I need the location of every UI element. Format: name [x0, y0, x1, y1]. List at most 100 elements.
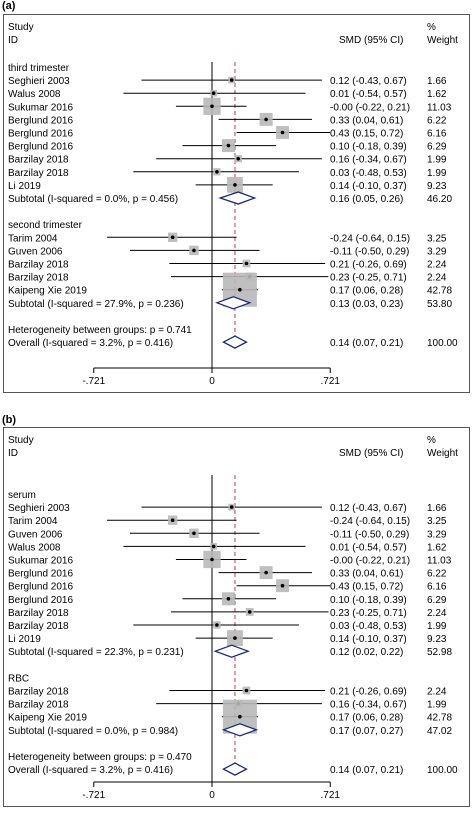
panel-label: (b)	[2, 414, 16, 426]
study-label: Barzilay 2018	[8, 621, 69, 632]
study-weight: 1.62	[427, 542, 447, 553]
study-label: Kaipeng Xie 2019	[8, 713, 87, 724]
study-weight: 2.24	[427, 608, 447, 619]
study-ci: 0.43 (0.15, 0.72)	[330, 582, 403, 593]
forest-panel-b: (b) Study ID SMD (95% CI)% Weight serum Seghie…	[2, 414, 470, 807]
study-ci: 0.12 (-0.43, 0.67)	[330, 503, 407, 514]
study-weight: 1.66	[427, 76, 447, 87]
forest-panel-a: (a) Study ID SMD (95% CI)% Weight third trime…	[2, 0, 470, 393]
study-label: Berglund 2016	[8, 142, 73, 153]
study-point-estimate	[170, 235, 175, 240]
heterogeneity-label: Heterogeneity between groups: p = 0.470	[8, 752, 192, 763]
study-ci: 0.16 (-0.34, 0.67)	[330, 155, 407, 166]
subtotal-ci: 0.12 (0.02, 0.22)	[330, 647, 403, 658]
subtotal-weight: 47.02	[427, 726, 452, 737]
study-label: Li 2019	[8, 181, 41, 192]
header-percent: %	[427, 435, 436, 446]
study-ci: 0.01 (-0.54, 0.57)	[330, 89, 407, 100]
subtotal-weight: 52.98	[427, 647, 452, 658]
study-ci: 0.43 (0.15, 0.72)	[330, 129, 403, 140]
x-axis-tick-label: 0	[209, 790, 215, 801]
study-weight: 1.99	[427, 155, 447, 166]
study-label: Sukumar 2016	[8, 556, 73, 567]
study-weight: 6.29	[427, 142, 447, 153]
study-ci: 0.03 (-0.48, 0.53)	[330, 168, 407, 179]
subtotal-diamond	[215, 296, 252, 310]
study-weight: 3.29	[427, 529, 447, 540]
group-label: serum	[8, 490, 36, 501]
x-axis-tick-label: 0	[209, 376, 215, 387]
x-axis-tick-label: .721	[321, 790, 341, 801]
subtotal-diamond	[213, 644, 250, 658]
study-label: Berglund 2016	[8, 129, 73, 140]
study-label: Guven 2006	[8, 529, 63, 540]
study-weight: 6.16	[427, 582, 447, 593]
study-point-estimate	[247, 610, 252, 614]
study-ci: -0.00 (-0.22, 0.21)	[330, 556, 410, 567]
study-point-estimate	[192, 248, 196, 253]
overall-weight: 100.00	[427, 338, 458, 349]
x-axis-tick-label: -.721	[82, 790, 105, 801]
overall-weight: 100.00	[427, 765, 458, 776]
study-label: Tarim 2004	[8, 516, 58, 527]
study-weight: 42.78	[427, 713, 452, 724]
study-weight: 2.24	[427, 687, 447, 698]
subtotal-ci: 0.17 (0.07, 0.27)	[330, 726, 403, 737]
study-point-estimate	[215, 623, 219, 627]
study-label: Li 2019	[8, 634, 41, 645]
study-ci: -0.11 (-0.50, 0.29)	[330, 246, 409, 257]
study-ci: 0.10 (-0.18, 0.39)	[330, 595, 407, 606]
study-point-estimate	[244, 261, 249, 266]
study-weight: 2.24	[427, 273, 447, 284]
subtotal-label: Subtotal (I-squared = 0.0%, p = 0.456)	[8, 194, 178, 205]
study-weight: 9.23	[427, 181, 447, 192]
x-axis-tick-label: .721	[321, 376, 341, 387]
header-smd: SMD (95% CI)	[339, 448, 403, 459]
study-point-estimate	[229, 505, 234, 509]
study-label: Barzilay 2018	[8, 260, 69, 271]
subtotal-weight: 46.20	[427, 194, 452, 205]
heterogeneity-label: Heterogeneity between groups: p = 0.741	[8, 325, 192, 336]
header-id: ID	[8, 35, 18, 46]
study-ci: 0.33 (0.04, 0.61)	[330, 569, 403, 580]
study-point-estimate	[210, 557, 214, 562]
subtotal-diamond	[218, 191, 257, 205]
study-label: Walus 2008	[8, 89, 61, 100]
overall-ci: 0.14 (0.07, 0.21)	[330, 338, 403, 349]
study-ci: 0.17 (0.06, 0.28)	[330, 286, 403, 297]
study-label: Seghieri 2003	[8, 503, 70, 514]
study-point-estimate	[264, 570, 268, 575]
group-label: second trimester	[8, 220, 83, 231]
header-percent: %	[427, 22, 436, 33]
header-weight: Weight	[427, 448, 458, 459]
subtotal-ci: 0.16 (0.05, 0.26)	[330, 194, 403, 205]
study-label: Guven 2006	[8, 246, 63, 257]
header-id: ID	[8, 448, 18, 459]
study-label: Barzilay 2018	[8, 608, 69, 619]
study-ci: 0.17 (0.06, 0.28)	[330, 713, 403, 724]
study-ci: 0.21 (-0.26, 0.69)	[330, 260, 407, 271]
study-weight: 6.29	[427, 595, 447, 606]
study-label: Berglund 2016	[8, 595, 73, 606]
study-ci: 0.23 (-0.25, 0.71)	[330, 273, 407, 284]
study-label: Seghieri 2003	[8, 76, 70, 87]
study-point-estimate	[280, 583, 285, 588]
study-label: Barzilay 2018	[8, 273, 69, 284]
study-ci: 0.33 (0.04, 0.61)	[330, 115, 403, 126]
study-point-estimate	[211, 91, 216, 95]
overall-label: Overall (I-squared = 3.2%, p = 0.416)	[8, 338, 173, 349]
subtotal-diamond	[221, 723, 259, 737]
study-ci: 0.21 (-0.26, 0.69)	[330, 687, 407, 698]
study-point-estimate	[170, 518, 175, 522]
header-weight: Weight	[427, 35, 458, 46]
study-weight: 6.22	[427, 115, 447, 126]
study-point-estimate	[238, 714, 242, 719]
study-point-estimate	[236, 156, 241, 161]
study-ci: -0.11 (-0.50, 0.29)	[330, 529, 409, 540]
study-label: Berglund 2016	[8, 115, 73, 126]
study-label: Kaipeng Xie 2019	[8, 286, 87, 297]
study-weight: 1.99	[427, 700, 447, 711]
study-point-estimate	[280, 130, 285, 135]
study-point-estimate	[226, 143, 231, 148]
